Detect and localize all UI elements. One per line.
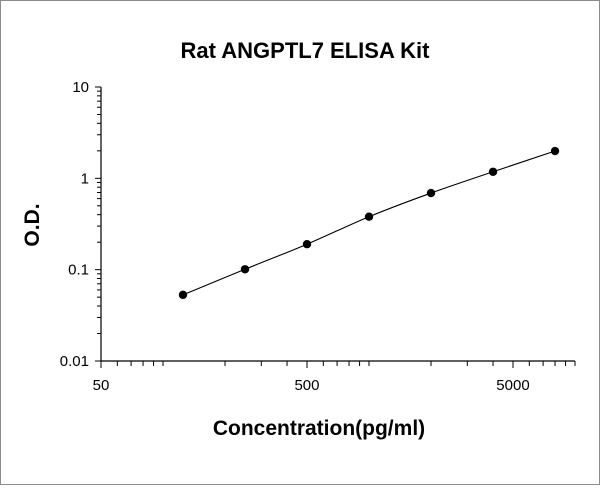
chart-title: Rat ANGPTL7 ELISA Kit [181, 38, 431, 63]
x-tick-label: 5000 [496, 377, 529, 394]
data-point [426, 188, 436, 198]
data-point [364, 212, 374, 221]
data-point [488, 167, 498, 176]
trend-line [182, 150, 556, 296]
y-tick-label: 1 [81, 170, 89, 187]
y-tick-label: 0.01 [60, 353, 89, 370]
y-tick-label: 10 [72, 79, 89, 96]
x-tick-label: 50 [93, 377, 110, 394]
data-point [178, 290, 188, 300]
data-point [240, 265, 250, 274]
y-axis-label: O.D. [21, 203, 44, 246]
data-point [302, 240, 312, 249]
plot-marks [178, 146, 560, 300]
data-point [550, 146, 560, 156]
x-tick-label: 500 [294, 377, 319, 394]
y-tick-label: 0.1 [68, 262, 89, 279]
x-axis-label: Concentration(pg/ml) [213, 417, 425, 440]
